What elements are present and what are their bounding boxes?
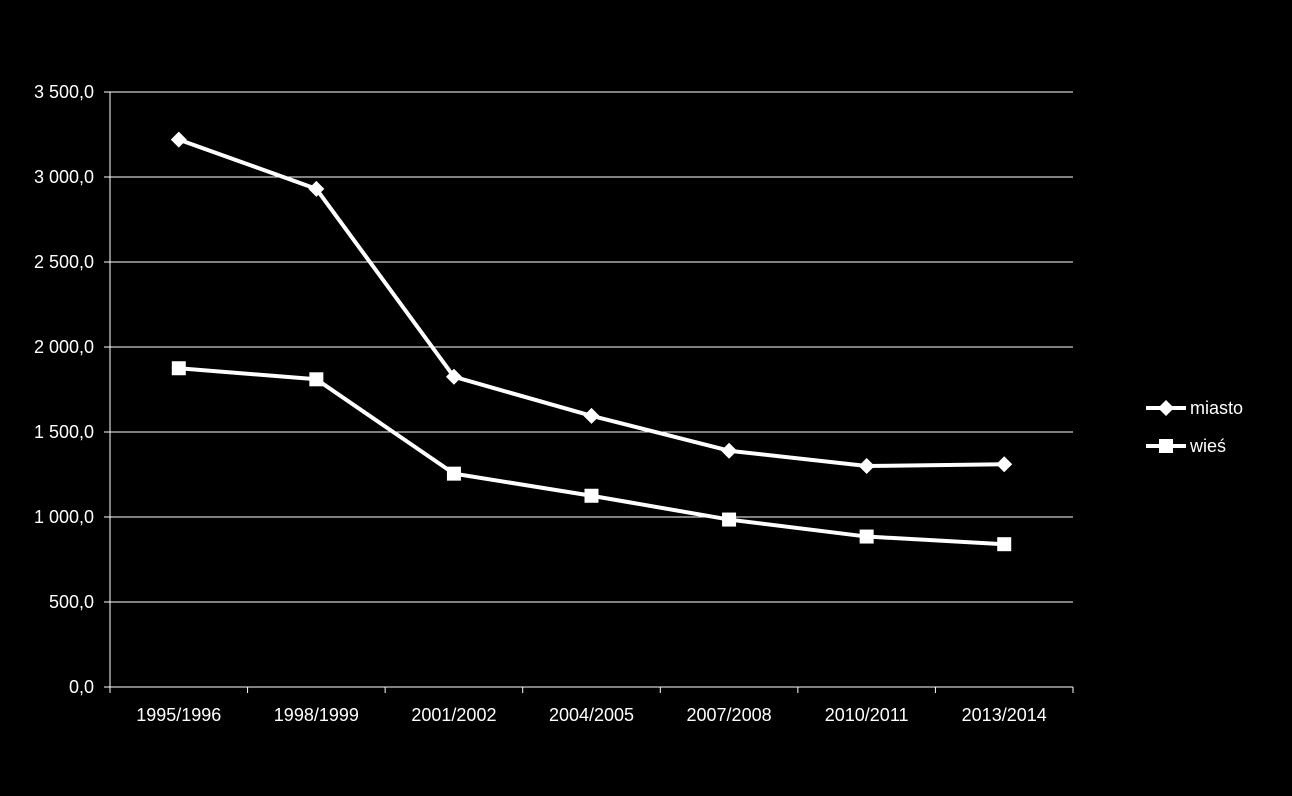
data-point xyxy=(584,488,599,503)
data-point xyxy=(309,372,324,387)
x-tick-label: 2004/2005 xyxy=(549,705,634,725)
data-point xyxy=(859,529,874,544)
x-tick-label: 1998/1999 xyxy=(274,705,359,725)
data-point xyxy=(445,368,462,385)
series xyxy=(170,131,1013,552)
data-point xyxy=(171,361,186,376)
legend-marker xyxy=(1158,400,1174,416)
x-tick-label: 2010/2011 xyxy=(825,705,909,725)
data-point xyxy=(721,442,738,459)
x-tick-label: 2007/2008 xyxy=(687,705,772,725)
y-tick-label: 0,0 xyxy=(69,677,94,697)
data-point xyxy=(446,466,461,481)
x-tick-label: 1995/1996 xyxy=(136,705,221,725)
y-tick-label: 2 500,0 xyxy=(34,252,94,272)
legend-item: miasto xyxy=(1146,398,1243,418)
data-point xyxy=(996,456,1013,473)
series-wie xyxy=(171,361,1012,552)
x-tick-label: 2013/2014 xyxy=(962,705,1047,725)
y-tick-label: 1 000,0 xyxy=(34,507,94,527)
x-tick-label: 2001/2002 xyxy=(411,705,496,725)
data-point xyxy=(858,458,875,474)
y-tick-label: 2 000,0 xyxy=(34,337,94,357)
legend-label: miasto xyxy=(1190,398,1243,418)
axes: 0,0 500,0 1 000,0 1 500,0 2 000,0 2 500,0 3 00… xyxy=(34,82,1074,725)
y-tick-label: 3 000,0 xyxy=(34,167,94,187)
data-point xyxy=(722,512,737,527)
legend: miasto wieś xyxy=(1146,398,1243,456)
data-point xyxy=(308,180,325,197)
legend-marker xyxy=(1159,439,1173,453)
legend-item: wieś xyxy=(1146,436,1226,456)
grid-lines xyxy=(110,91,1073,603)
series-miasto xyxy=(170,131,1013,474)
data-point xyxy=(997,537,1012,552)
y-tick-label: 3 500,0 xyxy=(34,82,94,102)
data-point xyxy=(170,131,187,148)
legend-label: wieś xyxy=(1189,436,1226,456)
y-tick-label: 1 500,0 xyxy=(34,422,94,442)
series-line xyxy=(178,366,1005,547)
y-tick-label: 500,0 xyxy=(49,592,94,612)
data-point xyxy=(583,407,600,424)
